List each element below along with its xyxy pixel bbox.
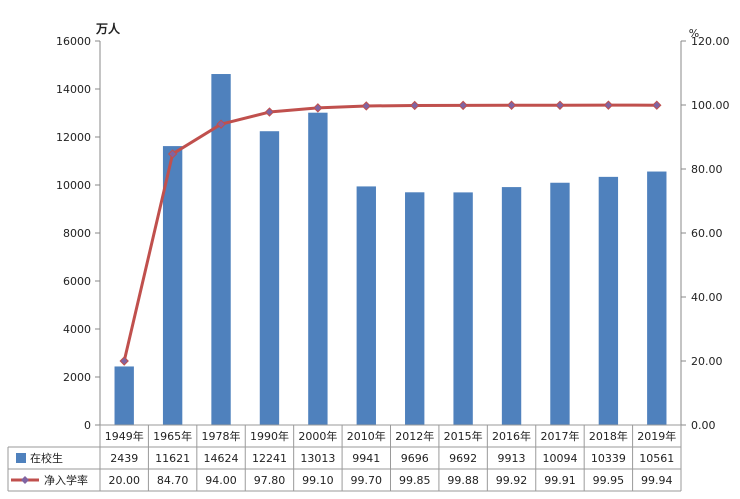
y-right-tick-label: 80.00 <box>691 163 723 176</box>
bar <box>211 74 231 426</box>
bar <box>308 112 328 426</box>
bar <box>162 146 183 425</box>
bar <box>114 366 134 425</box>
data-label: 20.00 <box>108 474 140 487</box>
line-point <box>506 100 517 110</box>
legend-swatch-marker <box>21 476 29 484</box>
data-label: 94.00 <box>205 474 237 487</box>
bar <box>647 171 667 425</box>
line-point <box>216 119 226 129</box>
y-right-tick-label: 100.00 <box>691 99 730 112</box>
y-left-tick-label: 4000 <box>63 323 91 336</box>
y-left-tick-label: 16000 <box>56 35 91 48</box>
data-label: 99.95 <box>593 474 625 487</box>
y-left-unit: 万人 <box>95 21 121 36</box>
data-label: 10561 <box>639 452 674 465</box>
data-label: 11621 <box>155 452 190 465</box>
data-label: 10094 <box>542 452 577 465</box>
data-label: 97.80 <box>254 474 286 487</box>
axes: 0 2000 4000 6000 8000 10000 12000 14000 16000 0.0… <box>56 21 730 432</box>
data-label: 9696 <box>401 452 429 465</box>
category-label: 2017年 <box>540 429 579 443</box>
y-left-tick-label: 2000 <box>63 371 91 384</box>
bar <box>356 186 376 425</box>
line-point <box>361 101 371 111</box>
data-label: 9941 <box>352 452 380 465</box>
y-right-tick-label: 20.00 <box>691 355 723 368</box>
data-label: 12241 <box>252 452 287 465</box>
data-label: 10339 <box>591 452 626 465</box>
data-table: 1949年 1965年 1978年 1990年 2000年 2010年 2012年 2015年… <box>7 424 682 492</box>
y-right-tick-label: 40.00 <box>691 291 723 304</box>
line-point <box>458 100 468 111</box>
y-left-tick-label: 10000 <box>56 179 91 192</box>
category-label: 2000年 <box>298 429 337 443</box>
y-left-tick-label: 0 <box>84 419 91 432</box>
bar <box>259 131 280 425</box>
category-label: 2018年 <box>589 429 628 443</box>
legend-label: 在校生 <box>30 451 63 465</box>
category-label: 2012年 <box>395 429 434 443</box>
y-left-tick-label: 14000 <box>56 83 91 96</box>
y-left-tick-label: 6000 <box>63 275 91 288</box>
legend-swatch-bar <box>16 453 26 463</box>
category-label: 1990年 <box>250 429 289 443</box>
y-right-tick-label: 120.00 <box>691 35 730 48</box>
category-label: 2010年 <box>347 429 386 443</box>
bar <box>550 182 570 425</box>
legend-label: 净入学率 <box>44 473 88 487</box>
data-label: 9692 <box>449 452 477 465</box>
bar <box>405 192 425 425</box>
y-left-tick-label: 8000 <box>63 227 91 240</box>
line-point <box>555 100 565 110</box>
y-right-tick-label: 60.00 <box>691 227 723 240</box>
bar <box>598 176 619 425</box>
y-left-tick-label: 12000 <box>56 131 91 144</box>
category-label: 2016年 <box>492 429 531 443</box>
data-label: 9913 <box>498 452 526 465</box>
category-label: 1949年 <box>105 429 144 443</box>
line-point <box>652 100 662 110</box>
line-point <box>313 103 323 113</box>
data-label: 99.70 <box>351 474 383 487</box>
data-label: 99.10 <box>302 474 334 487</box>
line-point <box>119 356 129 366</box>
category-label: 2019年 <box>637 429 676 443</box>
data-label: 84.70 <box>157 474 189 487</box>
bar <box>501 187 522 425</box>
category-label: 1978年 <box>202 429 241 443</box>
series-line <box>122 103 657 362</box>
data-label: 2439 <box>110 452 138 465</box>
line-point <box>410 100 420 111</box>
y-right-tick-label: 0.00 <box>691 419 716 432</box>
data-label: 13013 <box>300 452 335 465</box>
category-label: 2015年 <box>444 429 483 443</box>
data-label: 99.92 <box>496 474 528 487</box>
line-point <box>167 149 178 159</box>
line-point <box>603 100 614 110</box>
line-series <box>119 100 662 366</box>
data-label: 14624 <box>204 452 239 465</box>
data-label: 99.88 <box>447 474 479 487</box>
category-label: 1965年 <box>153 429 192 443</box>
bar-series <box>114 74 667 426</box>
line-point <box>264 107 275 117</box>
bar <box>453 192 473 425</box>
data-label: 99.94 <box>641 474 673 487</box>
y-right-unit: % <box>689 27 699 40</box>
data-label: 99.91 <box>544 474 576 487</box>
data-label: 99.85 <box>399 474 431 487</box>
